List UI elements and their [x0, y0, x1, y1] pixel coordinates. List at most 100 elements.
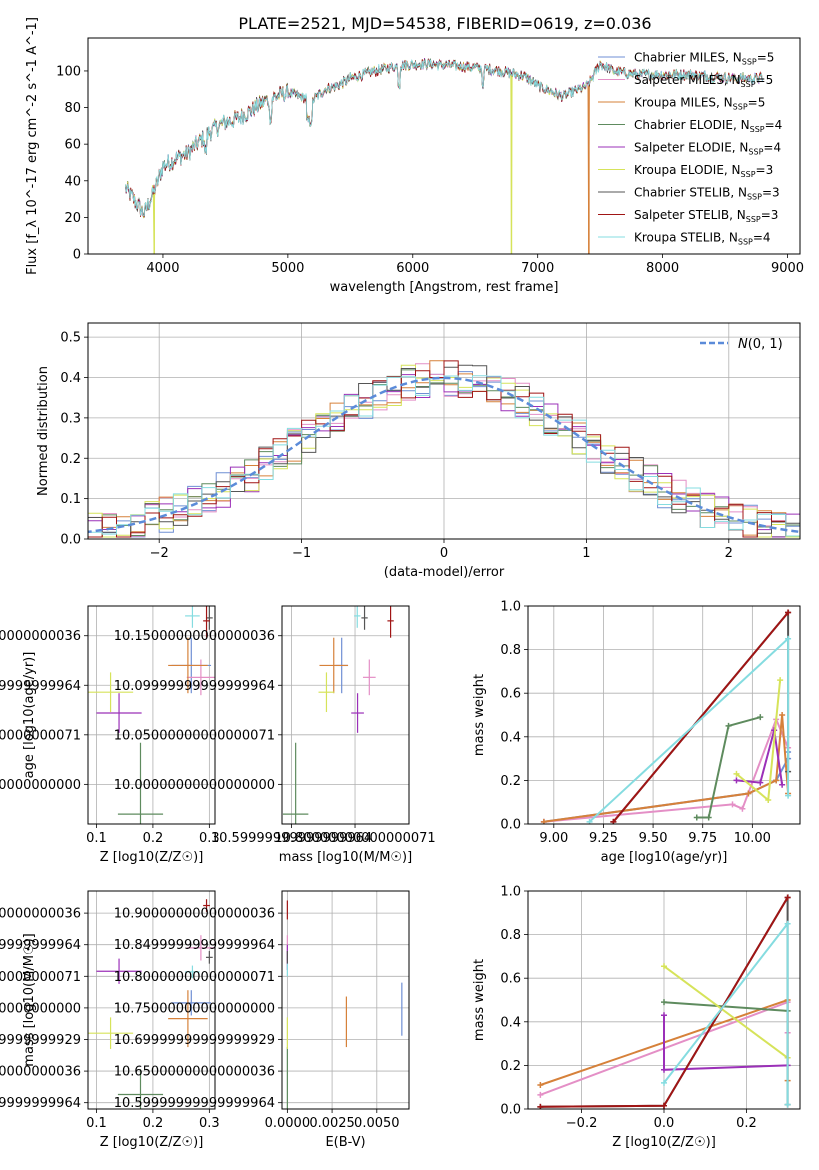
x-tick-label: −1	[292, 546, 311, 561]
y-tick-label: 10.84999999999999964	[114, 938, 275, 953]
weight-marker-8	[661, 1079, 667, 1086]
weight-marker-4	[661, 1066, 667, 1073]
weight-marker-1	[537, 1091, 544, 1098]
x-axis-label: age [log10(age/yr)]	[601, 850, 728, 865]
weight-marker-4	[661, 1012, 667, 1019]
x-tick-label: 0.2	[736, 1116, 757, 1131]
y-tick-label: 0.2	[500, 1059, 521, 1074]
y-tick-label: 10.59999999999999964	[0, 1096, 81, 1111]
y-tick-label: 10.69999999999999929	[0, 1033, 81, 1048]
x-tick-label: −2	[150, 546, 169, 561]
legend-label-6: Chabrier STELIB, NSSP=3	[634, 186, 780, 202]
weight-line-7	[612, 611, 789, 823]
x-tick-label: 5000	[271, 261, 304, 276]
weight-marker-8	[785, 635, 792, 642]
y-tick-label: 0.4	[500, 730, 521, 745]
weight-line-3	[663, 1001, 788, 1012]
weight-marker-7	[661, 1102, 667, 1109]
y-tick-label: 10.09999999999999964	[114, 679, 275, 694]
y-tick-label: 10.00000000000000000	[114, 778, 275, 793]
y-tick-label: 10.75000000000000000	[114, 1001, 275, 1016]
y-tick-label: 100	[56, 64, 81, 79]
spectrum-line-2	[125, 58, 763, 254]
weight-marker-2	[773, 777, 780, 784]
y-tick-label: 10.80000000000000071	[114, 970, 275, 985]
plot-area	[540, 609, 792, 824]
x-tick-label: 0.2	[143, 1116, 164, 1131]
x-axis-label: Z [log10(Z/Z☉)]	[612, 1135, 716, 1150]
weight-line-3	[696, 716, 761, 819]
x-tick-label: 8000	[646, 261, 679, 276]
weight-vs-metallicity-panel: −0.2 0.0 0.2 0.0 0.2 0.4 0.6 0.8 1.0 Z [log10(Z/Z…	[472, 885, 801, 1150]
y-tick-label: 80	[64, 101, 81, 116]
age-vs-metallicity-panel: 0.1 0.2 0.3 10.00000000000000000 10.05000000…	[0, 605, 220, 865]
x-tick-label: 10.59999999999999964	[211, 831, 372, 846]
weight-vs-age-panel: 9.00 9.25 9.50 9.75 10.00 0.0 0.2 0.4 0.6 0.8 1.0 a…	[472, 600, 801, 865]
weight-marker-1	[729, 801, 736, 808]
x-tick-label: 10.80000000000000071	[274, 831, 435, 846]
y-tick-label: 0.6	[500, 972, 521, 987]
x-tick-label: 10.00	[734, 831, 771, 846]
legend-label-5: Kroupa ELODIE, NSSP=3	[634, 163, 773, 179]
x-tick-label: 7000	[521, 261, 554, 276]
spectrum-legend: Chabrier MILES, NSSP=5 Salpeter MILES, NS…	[598, 51, 782, 247]
legend-label-8: Kroupa STELIB, NSSP=4	[634, 231, 771, 247]
plot-area	[88, 899, 215, 1109]
x-axis-label: wavelength [Angstrom, rest frame]	[330, 280, 559, 295]
weight-marker-3	[757, 714, 764, 721]
y-tick-label: 0.1	[60, 492, 81, 507]
x-tick-label: 0.3	[199, 1116, 220, 1131]
x-tick-label: 9.50	[639, 831, 668, 846]
age-vs-mass-panel: 10.5999999999999996410.80000000000000071…	[114, 605, 436, 865]
y-tick-label: 0.8	[500, 643, 521, 658]
x-axis-label: Z [log10(Z/Z☉)]	[100, 850, 204, 865]
weight-marker-3	[705, 814, 712, 821]
y-tick-label: 40	[64, 174, 81, 189]
plot-area	[537, 893, 791, 1109]
legend-label-0: Chabrier MILES, NSSP=5	[634, 51, 774, 67]
weight-line-2	[543, 714, 790, 823]
x-tick-label: 0.0050	[354, 1116, 400, 1131]
axes-frame	[87, 37, 801, 255]
weight-marker-5	[733, 770, 740, 777]
x-tick-label: 0	[440, 546, 448, 561]
y-tick-label: 0.0	[500, 1103, 521, 1118]
x-axis-label: E(B-V)	[325, 1135, 365, 1150]
x-tick-label: 0.3	[199, 831, 220, 846]
axes-frame	[281, 605, 410, 825]
legend-label-1: Salpeter MILES, NSSP=5	[634, 73, 773, 89]
y-tick-label: 1.0	[500, 600, 521, 615]
y-axis-label: Flux [f_λ 10^-17 erg cm^-2 s^-1 A^-1]	[25, 17, 40, 275]
y-tick-label: 10.65000000000000036	[114, 1065, 275, 1080]
y-axis-label: age [log10(age/yr)]	[22, 652, 37, 779]
x-axis-label: Z [log10(Z/Z☉)]	[100, 1135, 204, 1150]
legend-label-7: Salpeter STELIB, NSSP=3	[634, 208, 778, 224]
x-tick-label: 1	[582, 546, 590, 561]
y-tick-label: 10.05000000000000071	[0, 728, 81, 743]
y-tick-label: 10.09999999999999964	[0, 679, 81, 694]
weight-marker-4	[779, 781, 786, 788]
axes-frame	[527, 890, 801, 1110]
axes-frame	[87, 605, 216, 825]
spectrum-line-5	[125, 59, 763, 254]
y-axis-label: Normed distribution	[36, 366, 51, 496]
mass-vs-extinction-panel: 0.0000 0.0025 0.0050 10.59999999999999964 10…	[114, 890, 410, 1150]
legend-label-normal: N(0, 1)	[738, 337, 783, 352]
weight-marker-1	[739, 805, 746, 812]
weight-marker-5	[661, 963, 667, 970]
y-tick-label: 0.2	[500, 774, 521, 789]
y-tick-label: 1.0	[500, 885, 521, 900]
x-tick-label: 9.75	[688, 831, 717, 846]
y-tick-label: 10.90000000000000036	[114, 907, 275, 922]
weight-line-4	[736, 730, 784, 785]
figure-title: PLATE=2521, MJD=54538, FIBERID=0619, z=0…	[238, 14, 651, 33]
x-tick-label: 0.0000	[265, 1116, 311, 1131]
y-tick-label: 0.5	[60, 331, 81, 346]
x-tick-label: 0.0	[654, 1116, 675, 1131]
y-tick-label: 0.0	[500, 818, 521, 833]
axes-frame	[527, 605, 801, 825]
weight-marker-5	[765, 797, 772, 804]
plot-area	[125, 57, 763, 254]
plot-area	[286, 900, 403, 1109]
